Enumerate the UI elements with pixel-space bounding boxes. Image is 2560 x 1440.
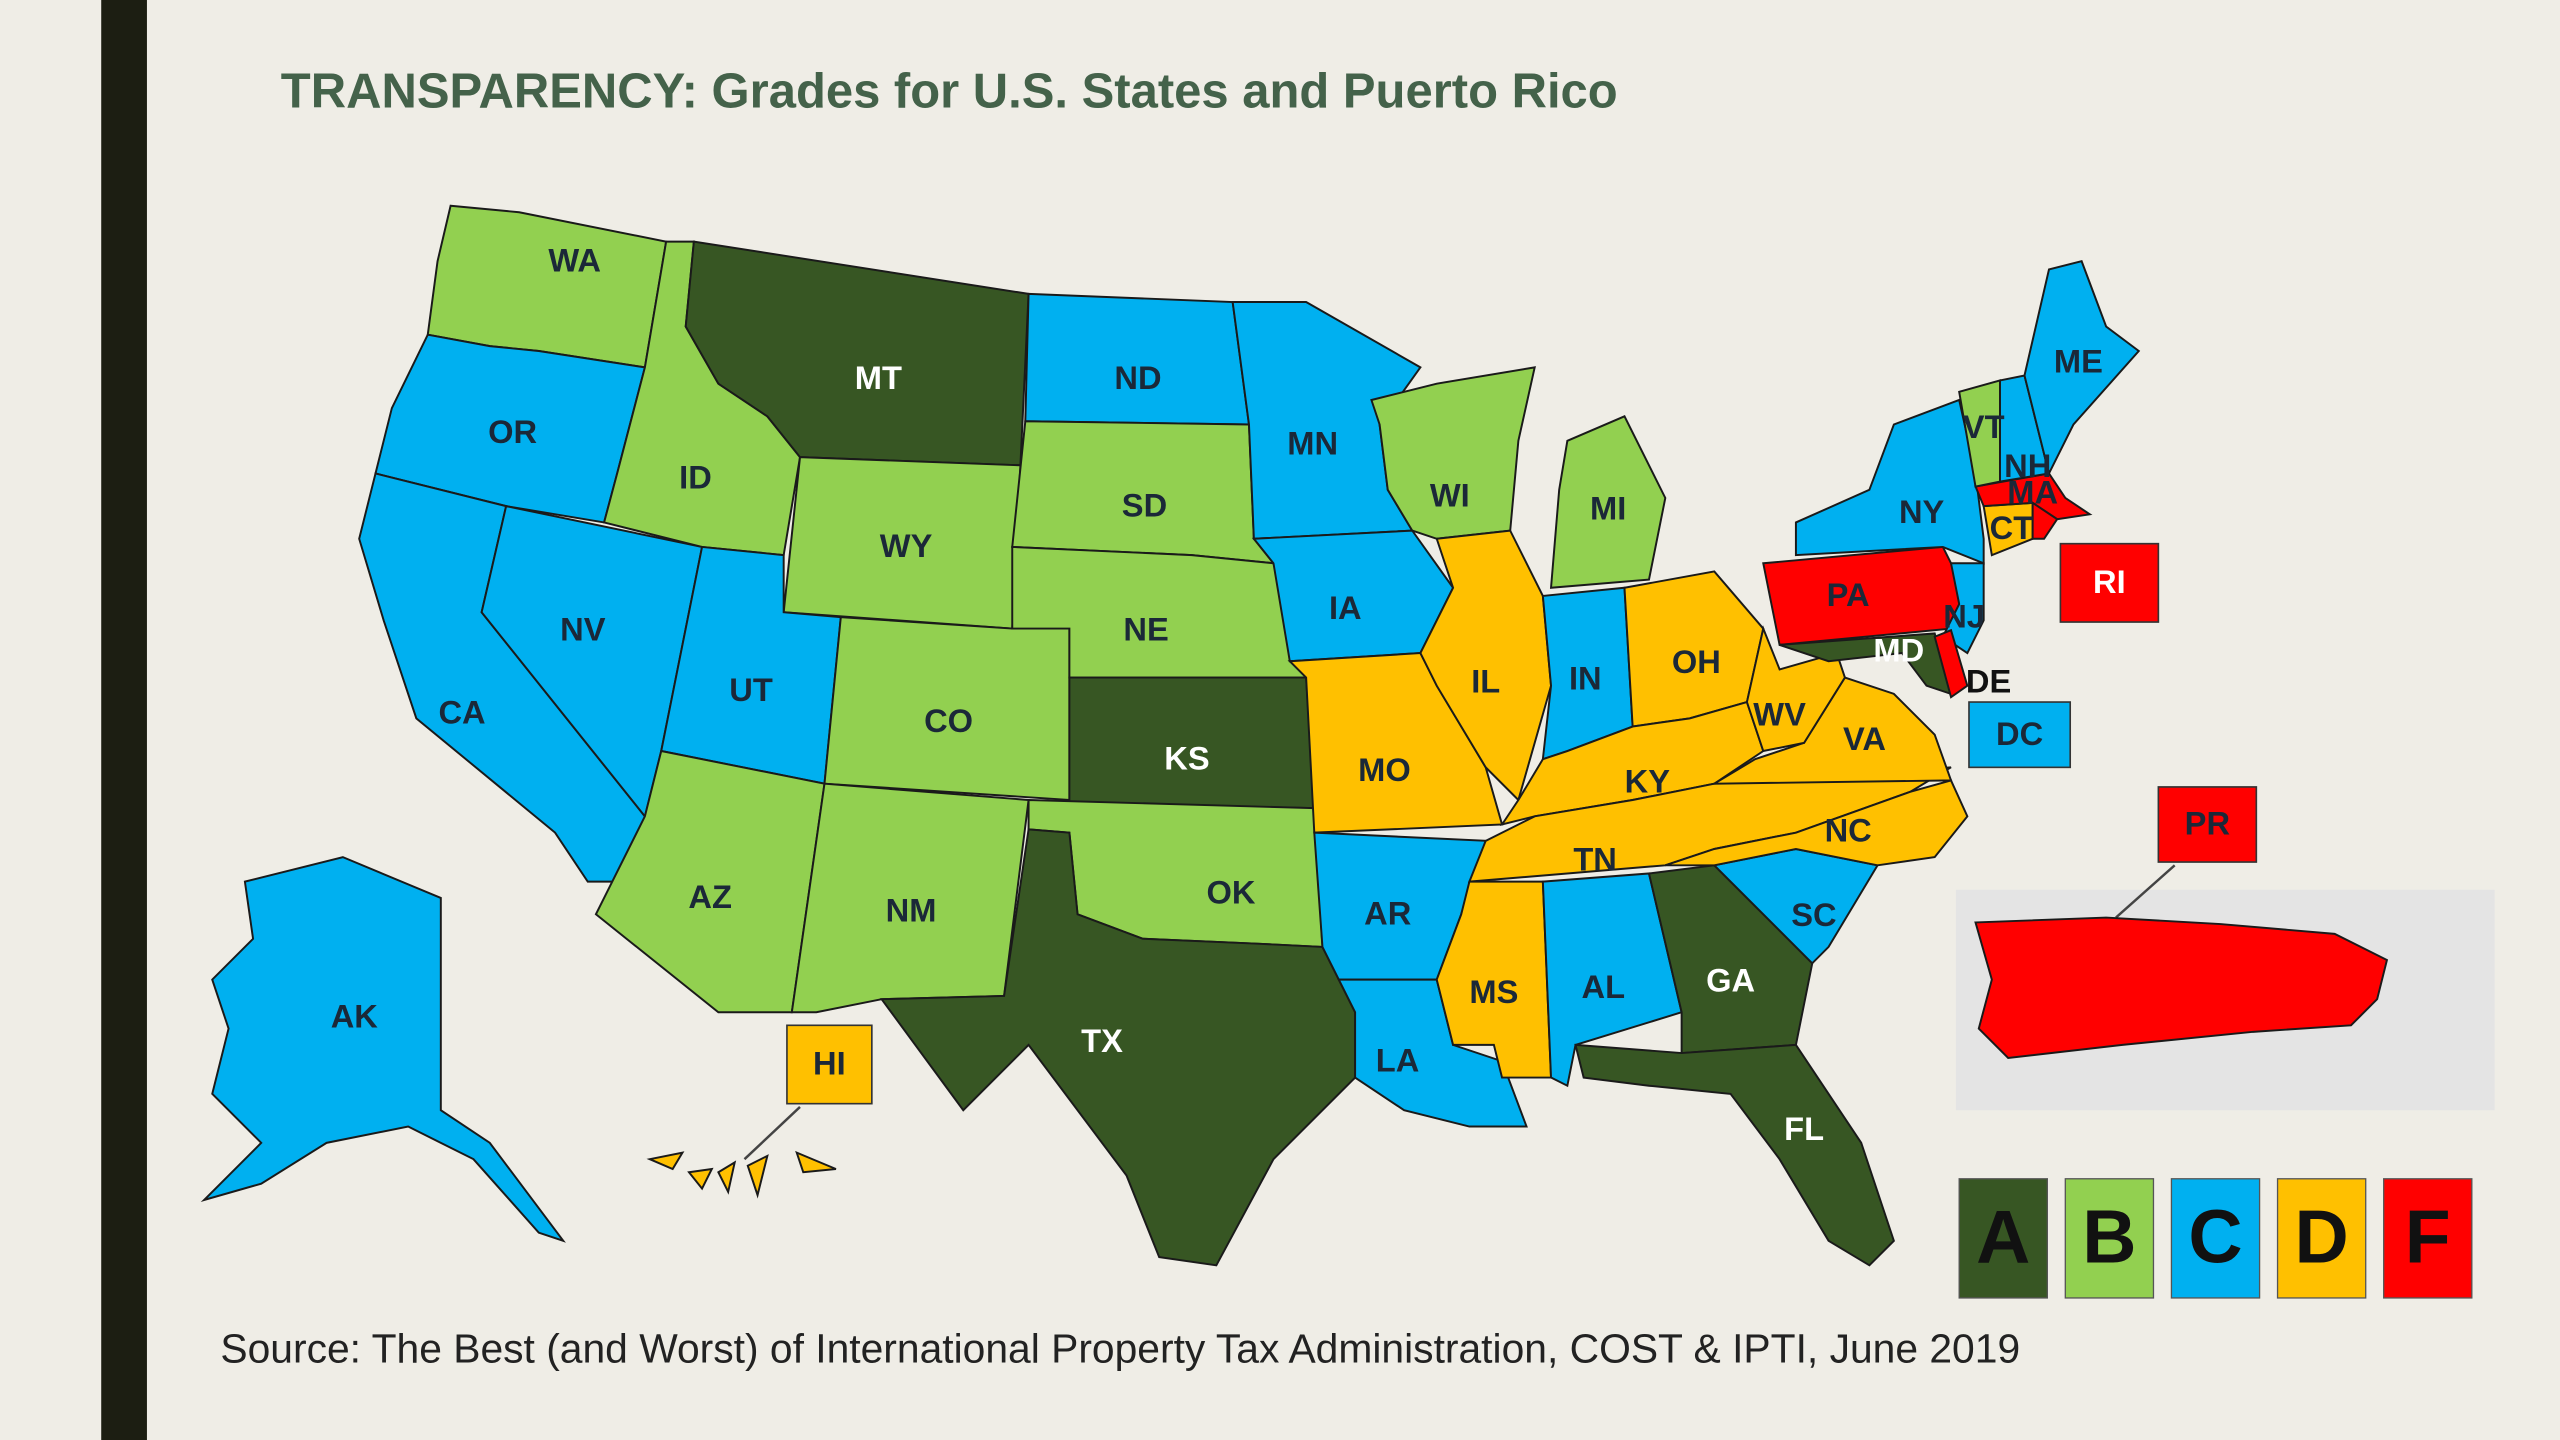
state-shape [1779, 632, 1953, 696]
legend-swatch [2170, 1178, 2261, 1299]
state-label: FL [1784, 1110, 1824, 1147]
state-shape [2023, 260, 2141, 477]
state-label: VT [1963, 408, 2005, 445]
state-label: MS [1469, 973, 1518, 1010]
state-label: ID [679, 459, 712, 496]
state-shape [2031, 501, 2059, 540]
state-label: WY [880, 527, 933, 564]
legend-swatch [1958, 1178, 2048, 1299]
legend-swatch [2383, 1178, 2473, 1299]
state-label: IL [1471, 663, 1500, 700]
state-shape [795, 1150, 837, 1174]
hi-arrow [743, 1106, 801, 1161]
state-label: NM [886, 891, 937, 928]
state-shape [200, 856, 566, 1243]
legend-grade: A [1976, 1194, 2030, 1278]
legend-grade: C [2188, 1194, 2242, 1278]
state-label: CO [924, 702, 973, 739]
state-label: ME [2054, 343, 2103, 380]
state-label: VA [1843, 720, 1886, 757]
state-label: PR [2185, 805, 2230, 842]
state-label: OH [1672, 643, 1721, 680]
state-label: LA [1376, 1041, 1420, 1078]
state-shape [1974, 472, 2093, 521]
state-shape [1974, 916, 2389, 1059]
state-label: NC [1825, 811, 1872, 848]
state-label: UT [729, 671, 773, 708]
state-label: KY [1625, 762, 1671, 799]
state-label: MD [1873, 632, 1924, 669]
state-label: HI [813, 1045, 846, 1082]
state-label: AK [331, 997, 379, 1034]
state-shape [746, 1154, 769, 1199]
legend-grade: B [2082, 1194, 2136, 1278]
state-label: NJ [1943, 597, 1985, 634]
state-label: AR [1364, 895, 1411, 932]
state-label: MN [1287, 424, 1338, 461]
state-label: KS [1164, 739, 1209, 776]
state-shape [1941, 562, 1985, 655]
state-label: ND [1114, 359, 1161, 396]
state-shape [1794, 398, 1985, 565]
state-shape [1710, 676, 1953, 785]
state-label-box [2157, 786, 2258, 863]
legend-swatch [2276, 1178, 2367, 1299]
state-shape [1664, 779, 1969, 867]
state-label: NY [1899, 493, 1945, 530]
state-label: TX [1081, 1022, 1123, 1059]
state-label: IN [1569, 659, 1602, 696]
state-shape [1574, 1043, 1895, 1267]
state-labels: WA OR CA NV ID MT WY UT CO AZ NM ND SD NE KS OK TX MN IA MO… [331, 241, 2258, 1147]
state-label: AZ [688, 878, 732, 915]
state-label: WA [548, 241, 601, 278]
state-label: RI [2093, 563, 2126, 600]
state-label: SD [1122, 486, 1167, 523]
state-label-box [1968, 701, 2072, 769]
state-label: AL [1582, 968, 1626, 1005]
state-label: NE [1123, 610, 1168, 647]
state-label: OK [1207, 873, 1256, 910]
state-label: TN [1573, 841, 1617, 878]
source: Source: The Best (and Worst) of Internat… [220, 1326, 2020, 1372]
legend-grade: D [2295, 1194, 2349, 1278]
state-shape [687, 1167, 714, 1191]
state-shape [879, 828, 1357, 1267]
legend-swatch [2064, 1178, 2155, 1299]
state-label: CA [438, 694, 485, 731]
state-label: PA [1827, 576, 1870, 613]
state-label: CT [1990, 509, 2034, 546]
state-label: DC [1996, 715, 2043, 752]
pr-arrow [2115, 864, 2176, 919]
state-label: DE [1966, 663, 2011, 700]
state-label: MI [1590, 490, 1626, 527]
state-shape [646, 1151, 685, 1171]
state-label: WV [1753, 695, 1806, 732]
states [200, 204, 2389, 1267]
state-label: SC [1791, 896, 1836, 933]
state-label: NH [2004, 447, 2051, 484]
state-label: OR [488, 413, 537, 450]
legend-grade: F [2405, 1194, 2451, 1278]
state-label: NV [560, 610, 606, 647]
side-bar [101, 0, 147, 1440]
state-label: MO [1358, 751, 1411, 788]
state-label: MT [855, 359, 902, 396]
state-label-box [2059, 542, 2160, 623]
state-label-box [786, 1024, 873, 1105]
state-label: WI [1430, 477, 1470, 514]
state-shape [1549, 415, 1667, 589]
state-label: GA [1706, 961, 1755, 998]
state-label: IA [1329, 589, 1362, 626]
state-shape [717, 1160, 737, 1195]
state-label: MA [2007, 473, 2058, 510]
state-shape [1933, 628, 1969, 699]
title: TRANSPARENCY: Grades for U.S. States and… [281, 65, 1618, 119]
